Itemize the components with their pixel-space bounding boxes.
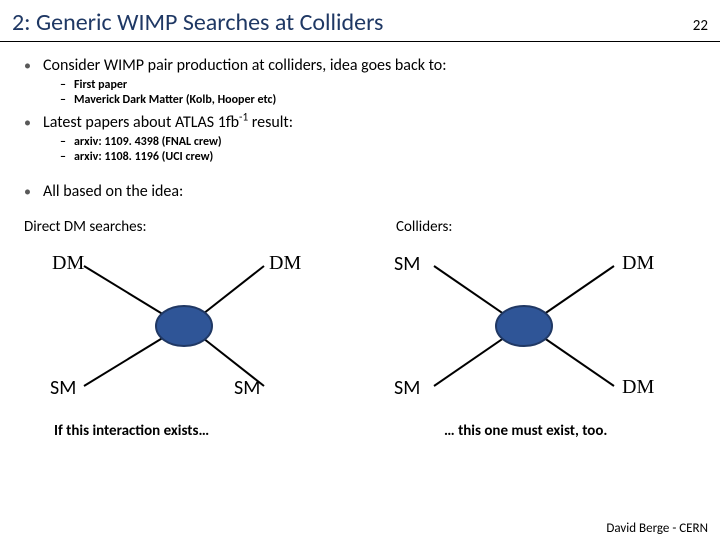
page-title: 2: Generic WIMP Searches at Colliders [12, 8, 383, 37]
dm-label-tl: DM [52, 252, 84, 275]
bullet-2-sub-2-text: arxiv: 1108. 1196 (UCI crew) [74, 150, 213, 164]
bullet-1-text: Consider WIMP pair production at collide… [43, 56, 447, 76]
bullet-dot: • [24, 182, 31, 202]
bullet-dot: • [24, 56, 31, 76]
bullet-2: • Latest papers about ATLAS 1fb-1 result… [24, 113, 696, 133]
bullet-1: • Consider WIMP pair production at colli… [24, 56, 696, 76]
dm-label-tr: DM [269, 252, 301, 275]
diagrams-area: Direct DM searches: Colliders: DM DM SM … [24, 218, 696, 448]
bullet-2-text: Latest papers about ATLAS 1fb-1 result: [43, 113, 293, 133]
bullet-dash: – [60, 93, 66, 107]
bullet-dash: – [60, 150, 66, 164]
caption-left: If this interaction exists… [54, 422, 209, 440]
bullet-dash: – [60, 78, 66, 92]
bullet-2-sub-1: – arxiv: 1109. 4398 (FNAL crew) [60, 135, 696, 149]
sm-label-tl: SM [394, 252, 420, 276]
feynman-right: SM DM SM DM [384, 246, 664, 406]
sm-label-bl: SM [50, 376, 76, 400]
sm-label-br: SM [234, 376, 260, 400]
bullet-2-pre: Latest papers about ATLAS 1fb [43, 113, 239, 132]
bullet-2-sub-2: – arxiv: 1108. 1196 (UCI crew) [60, 150, 696, 164]
page-number: 22 [693, 17, 708, 35]
bullet-1-sub-2-text: Maverick Dark Matter (Kolb, Hooper etc) [74, 93, 276, 107]
bullet-2-sub-1-text: arxiv: 1109. 4398 (FNAL crew) [74, 135, 222, 149]
diagram-left-title: Direct DM searches: [24, 218, 146, 236]
bullet-dot: • [24, 113, 31, 133]
bullet-1-sub-1: – First paper [60, 78, 696, 92]
bullet-dash: – [60, 135, 66, 149]
dm-label-tr: DM [622, 252, 654, 275]
bullet-1-sub-1-text: First paper [74, 78, 127, 92]
dm-label-br: DM [622, 376, 654, 399]
content-area: • Consider WIMP pair production at colli… [0, 42, 720, 448]
sm-label-bl: SM [394, 376, 420, 400]
bullet-3-text: All based on the idea: [43, 182, 183, 202]
bullet-2-sup: -1 [239, 111, 248, 125]
bullet-1-sub-2: – Maverick Dark Matter (Kolb, Hooper etc… [60, 93, 696, 107]
diagram-right-title: Colliders: [396, 218, 452, 236]
caption-right: … this one must exist, too. [444, 422, 607, 440]
bullet-2-post: result: [248, 113, 293, 132]
feynman-left: DM DM SM SM [44, 246, 324, 406]
footer-author: David Berge - CERN [606, 521, 708, 536]
title-bar: 2: Generic WIMP Searches at Colliders 22 [0, 0, 720, 42]
bullet-3: • All based on the idea: [24, 182, 696, 202]
